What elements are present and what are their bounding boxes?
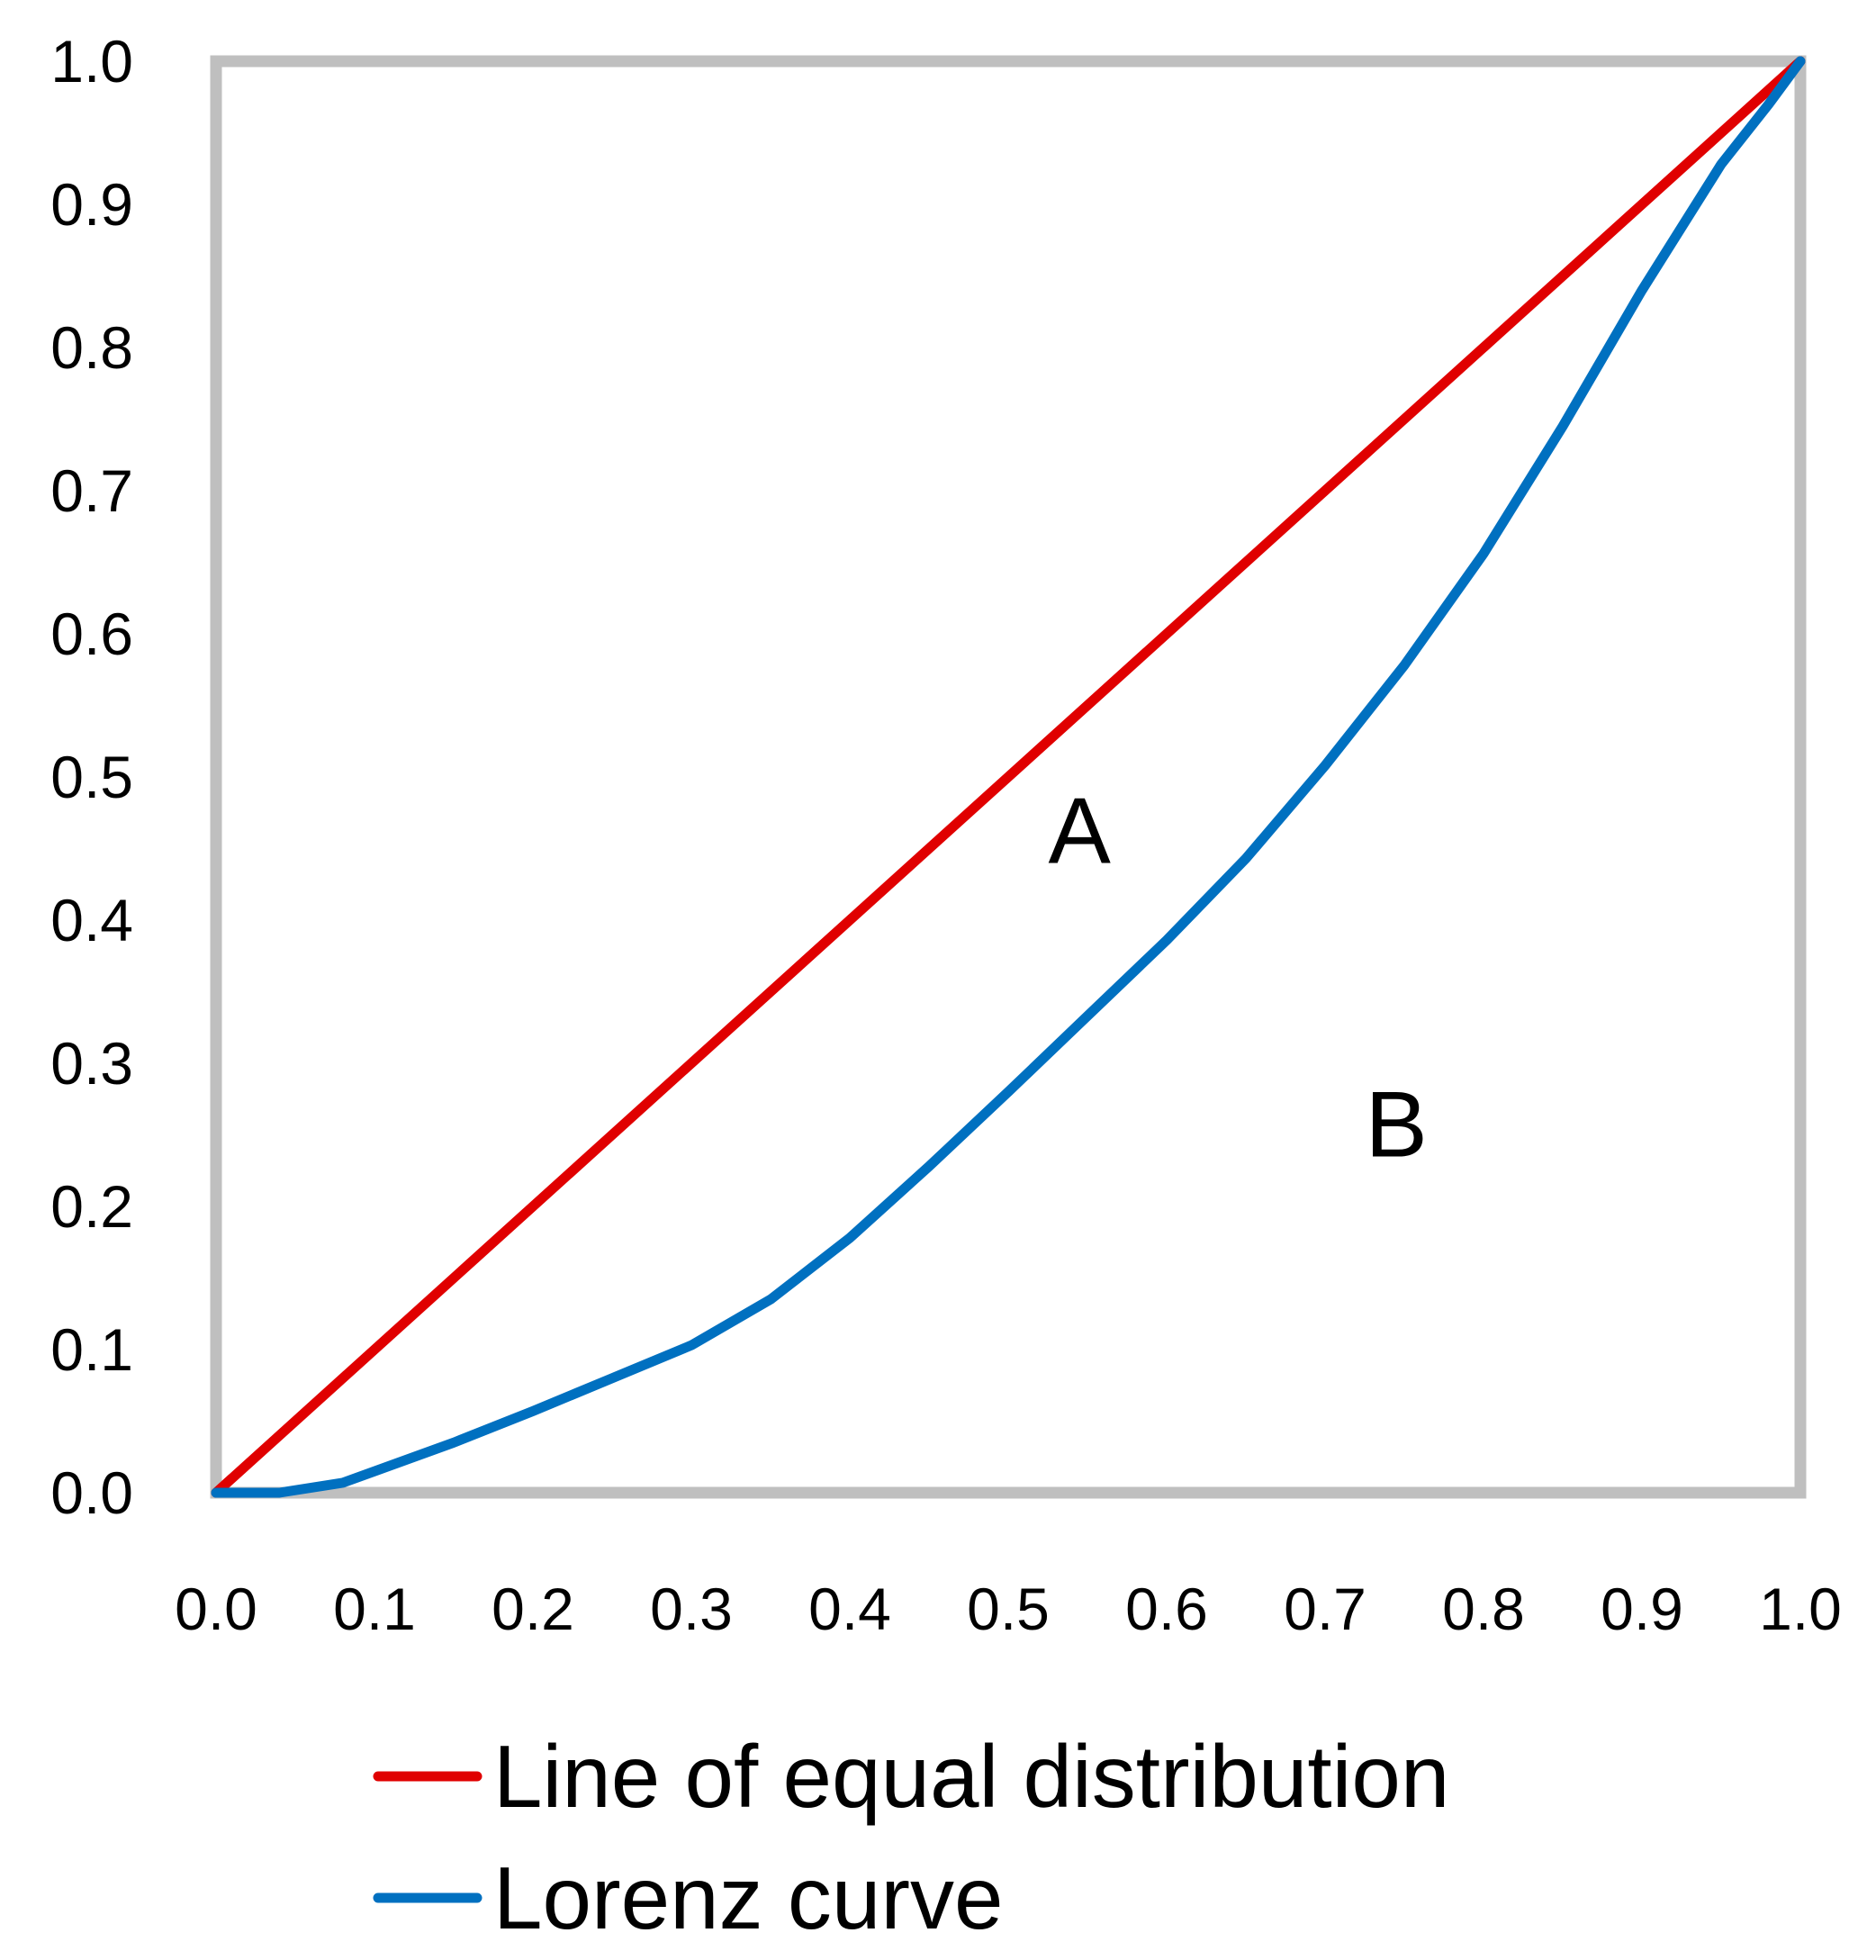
legend-label: Line of equal distribution xyxy=(493,1727,1449,1826)
y-tick-label: 1.0 xyxy=(50,28,133,95)
y-tick-label: 0.7 xyxy=(50,457,133,524)
y-tick-label: 0.5 xyxy=(50,744,133,810)
region-label-b: B xyxy=(1366,1072,1428,1177)
series-line-lorenz xyxy=(211,56,1806,1498)
y-tick-label: 0.9 xyxy=(50,171,133,238)
series-layer xyxy=(211,56,1806,1498)
x-tick-label: 0.9 xyxy=(1601,1576,1683,1642)
y-tick-label: 0.1 xyxy=(50,1316,133,1383)
y-axis-ticks: 0.0 0.1 0.2 0.3 0.4 0.5 0.6 0.7 0.8 0.9 1.0 xyxy=(50,28,133,1526)
x-tick-label: 0.5 xyxy=(967,1576,1050,1642)
y-tick-label: 0.0 xyxy=(50,1459,133,1526)
x-axis-ticks: 0.0 0.1 0.2 0.3 0.4 0.5 0.6 0.7 0.8 0.9 1.0 xyxy=(175,1576,1842,1642)
y-tick-label: 0.3 xyxy=(50,1030,133,1097)
series-line-equality xyxy=(211,56,1806,1498)
x-tick-label: 0.0 xyxy=(175,1576,257,1642)
x-tick-label: 0.8 xyxy=(1442,1576,1525,1642)
y-tick-label: 0.6 xyxy=(50,601,133,667)
x-tick-label: 1.0 xyxy=(1759,1576,1842,1642)
x-tick-label: 0.3 xyxy=(650,1576,733,1642)
x-tick-label: 0.4 xyxy=(808,1576,891,1642)
x-tick-label: 0.7 xyxy=(1284,1576,1366,1642)
y-tick-label: 0.2 xyxy=(50,1173,133,1240)
plot-frame xyxy=(210,55,1807,1499)
x-tick-label: 0.2 xyxy=(492,1576,574,1642)
legend: Line of equal distribution Lorenz curve xyxy=(373,1727,1449,1947)
region-label-a: A xyxy=(1049,779,1112,883)
plot-border xyxy=(210,55,1807,1499)
legend-label: Lorenz curve xyxy=(493,1848,1004,1947)
y-tick-label: 0.8 xyxy=(50,314,133,381)
x-tick-label: 0.6 xyxy=(1125,1576,1208,1642)
y-tick-label: 0.4 xyxy=(50,887,133,953)
x-tick-label: 0.1 xyxy=(333,1576,416,1642)
region-annotations: AB xyxy=(1049,779,1428,1177)
